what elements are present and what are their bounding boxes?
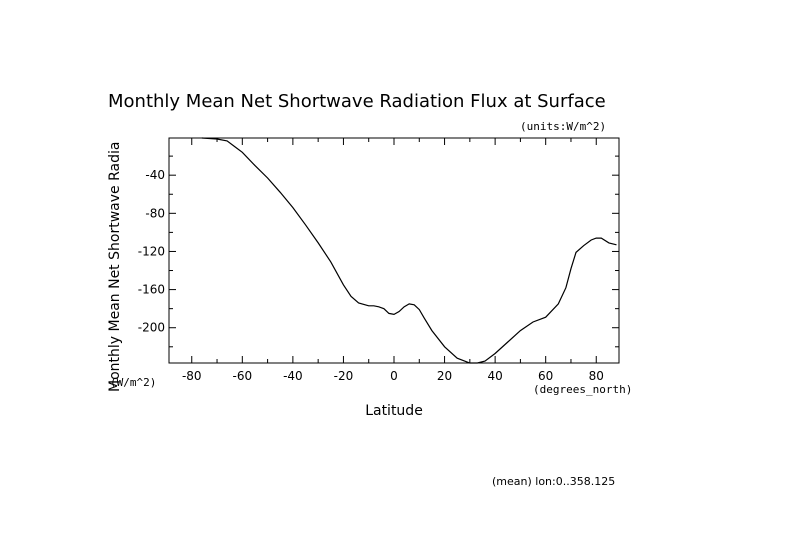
y-tick-label: -120	[138, 244, 165, 258]
x-tick-label: -40	[283, 369, 303, 383]
footnote: (mean) lon:0..358.125	[492, 475, 615, 488]
y-axis-units: (W/m^2)	[110, 376, 156, 389]
y-tick-label: -40	[145, 168, 165, 182]
y-tick-label: -160	[138, 283, 165, 297]
chart-title: Monthly Mean Net Shortwave Radiation Flu…	[108, 91, 606, 112]
series-line	[201, 137, 617, 364]
x-tick-label: 20	[437, 369, 452, 383]
y-tick-label: -80	[145, 206, 165, 220]
x-tick-label: -80	[182, 369, 202, 383]
units-label: (units:W/m^2)	[520, 120, 606, 133]
x-tick-label: 60	[538, 369, 553, 383]
y-tick-label: -200	[138, 321, 165, 335]
y-axis-label: Monthly Mean Net Shortwave Radia	[107, 142, 123, 392]
x-tick-label: 80	[589, 369, 604, 383]
x-axis-units: (degrees_north)	[533, 383, 632, 396]
x-tick-label: 40	[487, 369, 502, 383]
x-axis: -80 -60 -40 -20 0 20 40 60 80	[182, 138, 604, 383]
x-tick-label: 0	[390, 369, 398, 383]
y-axis: -40 -80 -120 -160 -200	[138, 155, 619, 348]
x-tick-label: -60	[233, 369, 253, 383]
x-tick-label: -20	[334, 369, 354, 383]
plot-frame	[168, 137, 620, 364]
x-axis-label: Latitude	[365, 403, 423, 419]
